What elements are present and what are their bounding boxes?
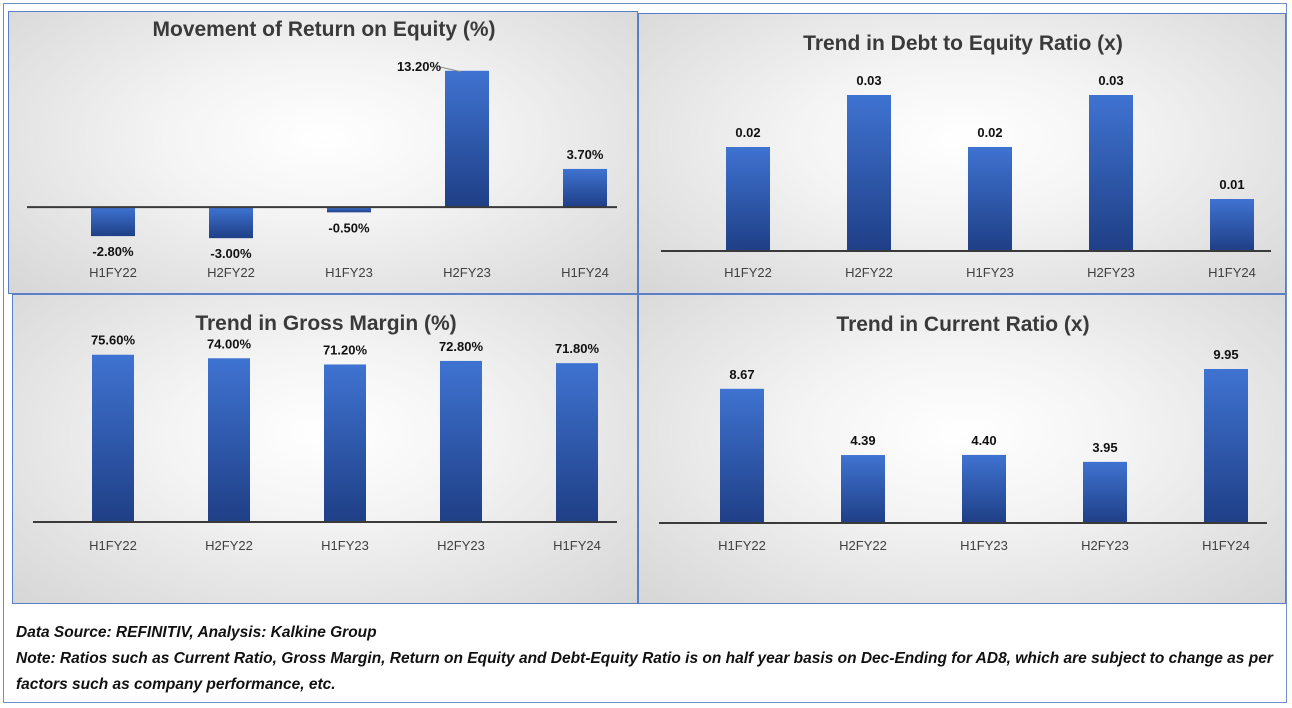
x-tick-label: H1FY22 bbox=[89, 538, 137, 553]
bar-h1fy22 bbox=[726, 147, 770, 251]
data-label: 0.02 bbox=[735, 125, 760, 140]
bar-h1fy24 bbox=[556, 363, 598, 522]
chart-panel-roe: Movement of Return on Equity (%) -2.80% H1… bbox=[8, 11, 638, 294]
chart-title: Trend in Current Ratio (x) bbox=[836, 313, 1089, 336]
chart-panel-gross-margin: Trend in Gross Margin (%) 75.60% H1FY22 74.… bbox=[12, 294, 638, 604]
data-label: 71.80% bbox=[555, 341, 600, 356]
x-tick-label: H2FY22 bbox=[207, 265, 255, 280]
footer: Data Source: REFINITIV, Analysis: Kalkin… bbox=[16, 620, 1278, 698]
data-label: 8.67 bbox=[729, 367, 754, 382]
bar-h2fy23 bbox=[1083, 461, 1127, 523]
bar-h1fy23 bbox=[324, 364, 366, 522]
x-tick-label: H1FY22 bbox=[89, 265, 137, 280]
data-label: 3.95 bbox=[1092, 440, 1117, 455]
data-label: 3.70% bbox=[567, 147, 604, 162]
x-tick-label: H1FY24 bbox=[561, 265, 609, 280]
x-tick-label: H1FY24 bbox=[1208, 265, 1256, 280]
data-label: 13.20% bbox=[397, 59, 442, 74]
chart-roe: Movement of Return on Equity (%) -2.80% H1… bbox=[27, 18, 617, 280]
x-tick-label: H1FY22 bbox=[718, 538, 766, 553]
data-source-text: Data Source: REFINITIV, Analysis: Kalkin… bbox=[16, 624, 377, 641]
bar-h2fy23 bbox=[440, 360, 482, 522]
data-label: 71.20% bbox=[323, 342, 368, 357]
bar-h2fy22 bbox=[847, 95, 891, 251]
x-tick-label: H2FY22 bbox=[845, 265, 893, 280]
x-tick-label: H1FY24 bbox=[553, 538, 601, 553]
bar-h1fy23 bbox=[968, 147, 1012, 251]
data-label: 0.03 bbox=[856, 73, 881, 88]
x-tick-label: H2FY23 bbox=[1087, 265, 1135, 280]
x-tick-label: H1FY23 bbox=[966, 265, 1014, 280]
data-label: 4.40 bbox=[971, 433, 996, 448]
chart-panel-current-ratio: Trend in Current Ratio (x) 8.67 H1FY22 4.39… bbox=[638, 294, 1286, 604]
bar-h1fy23 bbox=[327, 207, 371, 213]
chart-title: Trend in Gross Margin (%) bbox=[195, 312, 456, 335]
data-label: 9.95 bbox=[1213, 347, 1238, 362]
chart-panel-debt-equity: Trend in Debt to Equity Ratio (x) 0.02 H1F… bbox=[638, 13, 1286, 294]
x-tick-label: H1FY23 bbox=[321, 538, 369, 553]
data-label: 0.01 bbox=[1219, 177, 1244, 192]
x-tick-label: H2FY22 bbox=[205, 538, 253, 553]
bar-h2fy22 bbox=[208, 358, 250, 522]
bar-h1fy22 bbox=[92, 354, 134, 522]
x-tick-label: H2FY23 bbox=[443, 265, 491, 280]
data-label: -0.50% bbox=[328, 220, 370, 235]
leader-line bbox=[438, 66, 462, 73]
bar-h1fy24 bbox=[1204, 368, 1248, 523]
bar-h1fy23 bbox=[962, 454, 1006, 523]
x-tick-label: H1FY23 bbox=[960, 538, 1008, 553]
x-tick-label: H2FY23 bbox=[1081, 538, 1129, 553]
data-label: -3.00% bbox=[210, 246, 252, 261]
figure-frame bbox=[3, 3, 1287, 703]
chart-title: Trend in Debt to Equity Ratio (x) bbox=[803, 32, 1123, 55]
bar-h2fy22 bbox=[841, 455, 885, 523]
x-tick-label: H1FY24 bbox=[1202, 538, 1250, 553]
bar-h2fy23 bbox=[1089, 95, 1133, 251]
chart-current-ratio: Trend in Current Ratio (x) 8.67 H1FY22 4.39… bbox=[659, 313, 1267, 553]
x-tick-label: H1FY23 bbox=[325, 265, 373, 280]
bar-h2fy23 bbox=[445, 70, 489, 208]
data-label: 4.39 bbox=[850, 433, 875, 448]
data-label: -2.80% bbox=[92, 244, 134, 259]
chart-debt-equity: Trend in Debt to Equity Ratio (x) 0.02 H1F… bbox=[661, 32, 1271, 280]
data-label: 0.03 bbox=[1098, 73, 1123, 88]
x-tick-label: H1FY22 bbox=[724, 265, 772, 280]
bar-h1fy22 bbox=[720, 388, 764, 523]
data-label: 72.80% bbox=[439, 339, 484, 354]
bar-h1fy24 bbox=[563, 168, 607, 208]
bar-h2fy22 bbox=[209, 207, 253, 239]
data-label: 74.00% bbox=[207, 336, 252, 351]
bar-h1fy22 bbox=[91, 207, 135, 237]
bar-h1fy24 bbox=[1210, 199, 1254, 251]
note-text: Note: Ratios such as Current Ratio, Gros… bbox=[16, 650, 1273, 693]
x-tick-label: H2FY23 bbox=[437, 538, 485, 553]
x-tick-label: H2FY22 bbox=[839, 538, 887, 553]
data-label: 75.60% bbox=[91, 333, 136, 348]
chart-gross-margin: Trend in Gross Margin (%) 75.60% H1FY22 74.… bbox=[33, 312, 617, 553]
data-label: 0.02 bbox=[977, 125, 1002, 140]
chart-title: Movement of Return on Equity (%) bbox=[153, 18, 496, 41]
